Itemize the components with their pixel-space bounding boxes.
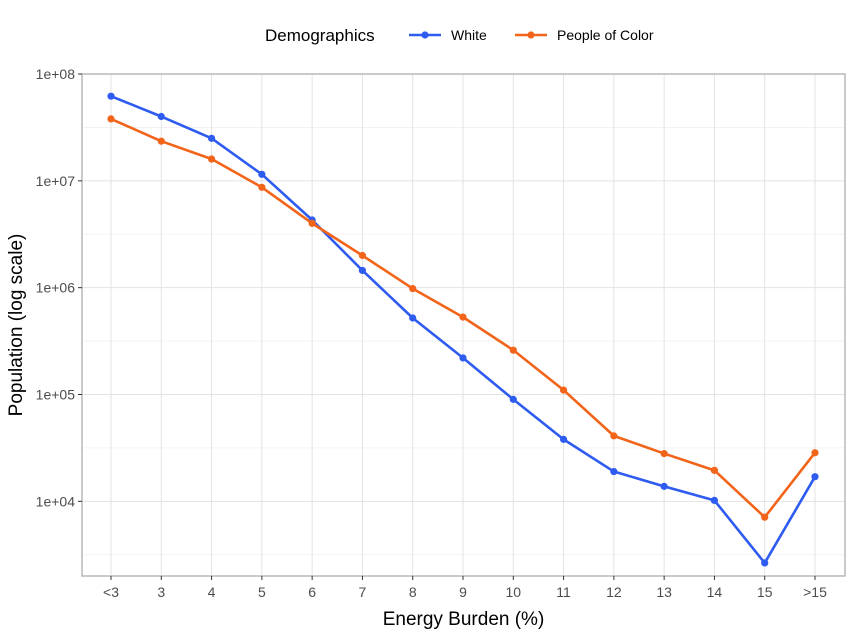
y-tick-label: 1e+06 <box>36 280 76 296</box>
data-point <box>610 467 618 476</box>
y-tick-label: 1e+05 <box>36 386 76 402</box>
x-tick-label: 5 <box>258 584 266 600</box>
data-point <box>358 266 367 275</box>
data-point <box>660 449 668 458</box>
x-tick-label: 13 <box>656 584 672 600</box>
gridlines <box>82 73 845 576</box>
legend-key-point <box>527 31 535 39</box>
x-tick-label: 10 <box>505 584 521 600</box>
data-point <box>258 183 266 191</box>
data-point <box>559 386 568 394</box>
data-point <box>409 314 417 322</box>
x-tick-label: 6 <box>308 584 316 600</box>
series <box>107 92 819 567</box>
data-point <box>308 219 316 227</box>
data-point <box>761 513 769 521</box>
data-point <box>811 473 819 481</box>
x-tick-label: 4 <box>208 584 216 600</box>
data-point <box>207 134 216 142</box>
x-tick-label: 15 <box>757 584 773 600</box>
data-point <box>710 496 719 505</box>
data-point <box>459 313 467 321</box>
y-tick-label: 1e+08 <box>36 66 76 82</box>
data-point <box>107 92 115 100</box>
data-point <box>358 251 367 260</box>
x-tick-label: 11 <box>556 584 571 600</box>
x-tick-label: 12 <box>606 584 622 600</box>
x-tick-label: <3 <box>103 584 119 600</box>
x-tick-label: 7 <box>359 584 367 600</box>
x-tick-label: >15 <box>803 584 827 600</box>
legend: Demographics White People of Color <box>265 26 654 45</box>
data-point <box>811 449 819 457</box>
x-axis-title: Energy Burden (%) <box>383 609 545 630</box>
x-tick-label: 14 <box>707 584 723 600</box>
data-point <box>610 432 618 440</box>
data-point <box>258 170 266 178</box>
axes: 1e+04 1e+05 1e+06 1e+07 1e+08 <3 3 4 5 6 7 8 9 10 11 12… <box>36 66 827 600</box>
y-axis-title: Population (log scale) <box>6 234 27 417</box>
data-point <box>710 466 719 474</box>
x-tick-label: 3 <box>157 584 165 600</box>
data-point <box>409 285 417 293</box>
data-point <box>207 155 216 163</box>
series-group <box>107 92 819 567</box>
data-point <box>157 137 165 145</box>
series-group <box>107 115 819 521</box>
legend-title: Demographics <box>265 26 375 45</box>
x-tick-label: 9 <box>459 584 467 600</box>
y-tick-label: 1e+07 <box>36 173 76 189</box>
data-point <box>509 346 517 354</box>
data-point <box>660 482 668 490</box>
data-point <box>761 559 769 567</box>
x-tick-label: 8 <box>409 584 417 600</box>
data-point <box>509 395 517 403</box>
data-point <box>559 435 568 443</box>
data-point <box>459 354 467 362</box>
legend-key-point <box>421 31 429 39</box>
y-tick-label: 1e+04 <box>36 493 76 509</box>
data-point <box>157 112 165 121</box>
legend-label: White <box>451 27 487 43</box>
data-point <box>107 115 115 123</box>
legend-label: People of Color <box>557 27 654 43</box>
